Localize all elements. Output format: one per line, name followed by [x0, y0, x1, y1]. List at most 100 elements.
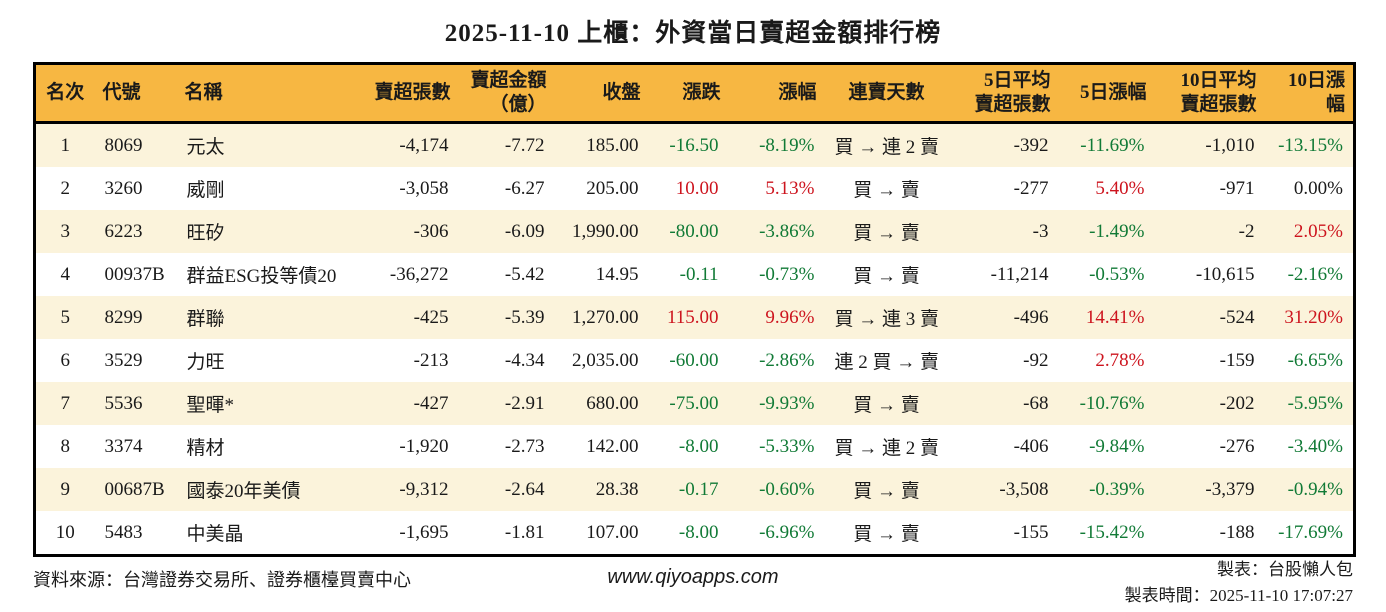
table-row: 5 8299 群聯 -425 -5.39 1,270.00 115.00 9.96% 買 → 連… — [34, 296, 1355, 339]
cell-sell_volume: -425 — [413, 306, 449, 328]
table-row: 4 00937B 群益ESG投等債20 -36,272 -5.42 14.95 -0.11 -… — [35, 253, 1355, 296]
cell-code: 5483 — [104, 521, 143, 543]
cell-change: 10.00 — [675, 177, 719, 199]
cell-name: 中美晶 — [186, 524, 244, 545]
cell-pct5: -1.49% — [1089, 220, 1145, 242]
cell-avg10: -159 — [1219, 349, 1255, 371]
maker-label: 製表：台股懶人包 — [1217, 560, 1353, 579]
cell-name: 元太 — [186, 137, 225, 158]
cell-avg5: -406 — [1013, 435, 1049, 457]
cell-pct10: 0.00% — [1293, 177, 1343, 199]
cell-pct10: -5.95% — [1287, 392, 1343, 414]
cell-name: 群益ESG投等債20 — [186, 266, 337, 287]
cell-avg10: -524 — [1219, 306, 1255, 328]
cell-sell_volume: -4,174 — [399, 134, 449, 156]
cell-rank: 7 — [60, 392, 71, 414]
cell-pct5: -0.39% — [1089, 478, 1145, 500]
cell-change_pct: 9.96% — [765, 306, 815, 328]
cell-streak: 連 2 買 → 賣 — [834, 352, 940, 373]
cell-pct10: -6.65% — [1287, 349, 1343, 371]
maker-note: 製表：台股懶人包 製表時間：2025-11-10 17:07:27 — [1125, 557, 1353, 610]
cell-avg5: -92 — [1023, 349, 1049, 371]
cell-pct10: -2.16% — [1287, 263, 1343, 285]
cell-code: 8069 — [104, 134, 143, 156]
cell-change_pct: -2.86% — [759, 349, 815, 371]
cell-change: -0.17 — [678, 478, 719, 500]
cell-streak: 買 → 連 2 賣 — [834, 137, 940, 158]
cell-avg10: -10,615 — [1195, 263, 1255, 285]
data-source-note: 資料來源：台灣證券交易所、證券櫃檯買賣中心 — [33, 570, 411, 590]
cell-sell_amount: -5.42 — [504, 263, 545, 285]
cell-streak: 買 → 賣 — [853, 395, 920, 416]
cell-sell_volume: -306 — [413, 220, 449, 242]
cell-sell_volume: -36,272 — [389, 263, 449, 285]
cell-code: 3529 — [104, 349, 143, 371]
cell-change: -16.50 — [669, 134, 719, 156]
cell-change_pct: -3.86% — [759, 220, 815, 242]
col-header-name: 名稱 — [176, 63, 355, 124]
cell-avg10: -2 — [1238, 220, 1255, 242]
cell-rank: 5 — [60, 306, 71, 328]
cell-change: -60.00 — [669, 349, 719, 371]
cell-pct10: -0.94% — [1287, 478, 1343, 500]
cell-name: 力旺 — [186, 352, 225, 373]
col-header-close: 收盤 — [554, 63, 649, 124]
cell-change_pct: -8.19% — [759, 134, 815, 156]
col-header-sell_amount: 賣超金額 （億） — [458, 63, 555, 124]
cell-sell_volume: -1,920 — [399, 435, 449, 457]
sell-ranking-table: 名次 代號 名稱 賣超張數 賣超金額 （億） 收盤 漲跌 漲幅 連賣天數 5日平均 賣超張數 5日漲… — [33, 62, 1356, 557]
cell-avg10: -971 — [1219, 177, 1255, 199]
cell-close: 2,035.00 — [572, 349, 639, 371]
cell-change_pct: 5.13% — [765, 177, 815, 199]
cell-pct10: -17.69% — [1278, 521, 1343, 543]
cell-pct5: -9.84% — [1089, 435, 1145, 457]
table-header: 名次 代號 名稱 賣超張數 賣超金額 （億） 收盤 漲跌 漲幅 連賣天數 5日平均 賣超張數 5日漲… — [34, 63, 1355, 124]
cell-sell_volume: -9,312 — [399, 478, 449, 500]
col-header-pct10: 10日漲幅 — [1264, 63, 1355, 124]
cell-change_pct: -6.96% — [759, 521, 815, 543]
cell-pct5: -10.76% — [1079, 392, 1145, 414]
cell-close: 1,990.00 — [572, 220, 639, 242]
cell-name: 國泰20年美債 — [186, 481, 301, 502]
cell-rank: 8 — [60, 435, 71, 457]
made-at-timestamp: 製表時間：2025-11-10 17:07:27 — [1124, 586, 1353, 606]
cell-streak: 買 → 賣 — [853, 481, 920, 502]
cell-avg5: -3 — [1032, 220, 1049, 242]
table-row: 2 3260 威剛 -3,058 -6.27 205.00 10.00 5.13% 買 → 賣 -… — [35, 167, 1355, 210]
cell-close: 1,270.00 — [572, 306, 639, 328]
cell-name: 旺矽 — [186, 223, 225, 244]
cell-avg5: -68 — [1023, 392, 1049, 414]
cell-change: -80.00 — [669, 220, 719, 242]
cell-pct5: -0.53% — [1089, 263, 1145, 285]
cell-pct5: -11.69% — [1080, 134, 1145, 156]
cell-avg10: -3,379 — [1205, 478, 1255, 500]
cell-sell_amount: -2.73 — [504, 435, 545, 457]
col-header-rank: 名次 — [34, 63, 95, 124]
cell-sell_amount: -6.27 — [504, 177, 545, 199]
cell-rank: 10 — [55, 521, 75, 543]
table-row: 6 3529 力旺 -213 -4.34 2,035.00 -60.00 -2.86% 連 2 … — [35, 339, 1355, 382]
table-body: 1 8069 元太 -4,174 -7.72 185.00 -16.50 -8.19% 買 → … — [34, 122, 1355, 556]
table-row: 10 5483 中美晶 -1,695 -1.81 107.00 -8.00 -6.96% 買 →… — [35, 511, 1355, 556]
table-row: 9 00687B 國泰20年美債 -9,312 -2.64 28.38 -0.17 -0.60… — [34, 468, 1355, 511]
col-header-sell_volume: 賣超張數 — [354, 63, 459, 124]
col-header-avg5: 5日平均 賣超張數 — [948, 63, 1059, 124]
cell-sell_volume: -427 — [413, 392, 449, 414]
cell-rank: 4 — [60, 263, 71, 285]
cell-code: 00687B — [104, 478, 165, 500]
cell-sell_amount: -2.64 — [504, 478, 545, 500]
cell-pct5: -15.42% — [1079, 521, 1145, 543]
cell-rank: 3 — [60, 220, 71, 242]
cell-close: 142.00 — [586, 435, 639, 457]
cell-streak: 買 → 連 3 賣 — [834, 309, 940, 330]
cell-change_pct: -5.33% — [759, 435, 815, 457]
table-row: 3 6223 旺矽 -306 -6.09 1,990.00 -80.00 -3.86% 買 → … — [34, 210, 1355, 253]
page-title: 2025-11-10 上櫃：外資當日賣超金額排行榜 — [444, 20, 942, 47]
cell-close: 680.00 — [586, 392, 639, 414]
table-row: 1 8069 元太 -4,174 -7.72 185.00 -16.50 -8.19% 買 → … — [34, 122, 1355, 167]
col-header-change: 漲跌 — [648, 63, 729, 124]
col-header-change_pct: 漲幅 — [728, 63, 825, 124]
cell-name: 聖暉* — [186, 395, 235, 416]
cell-streak: 買 → 賣 — [853, 524, 920, 545]
col-header-avg10: 10日平均 賣超張數 — [1154, 63, 1265, 124]
